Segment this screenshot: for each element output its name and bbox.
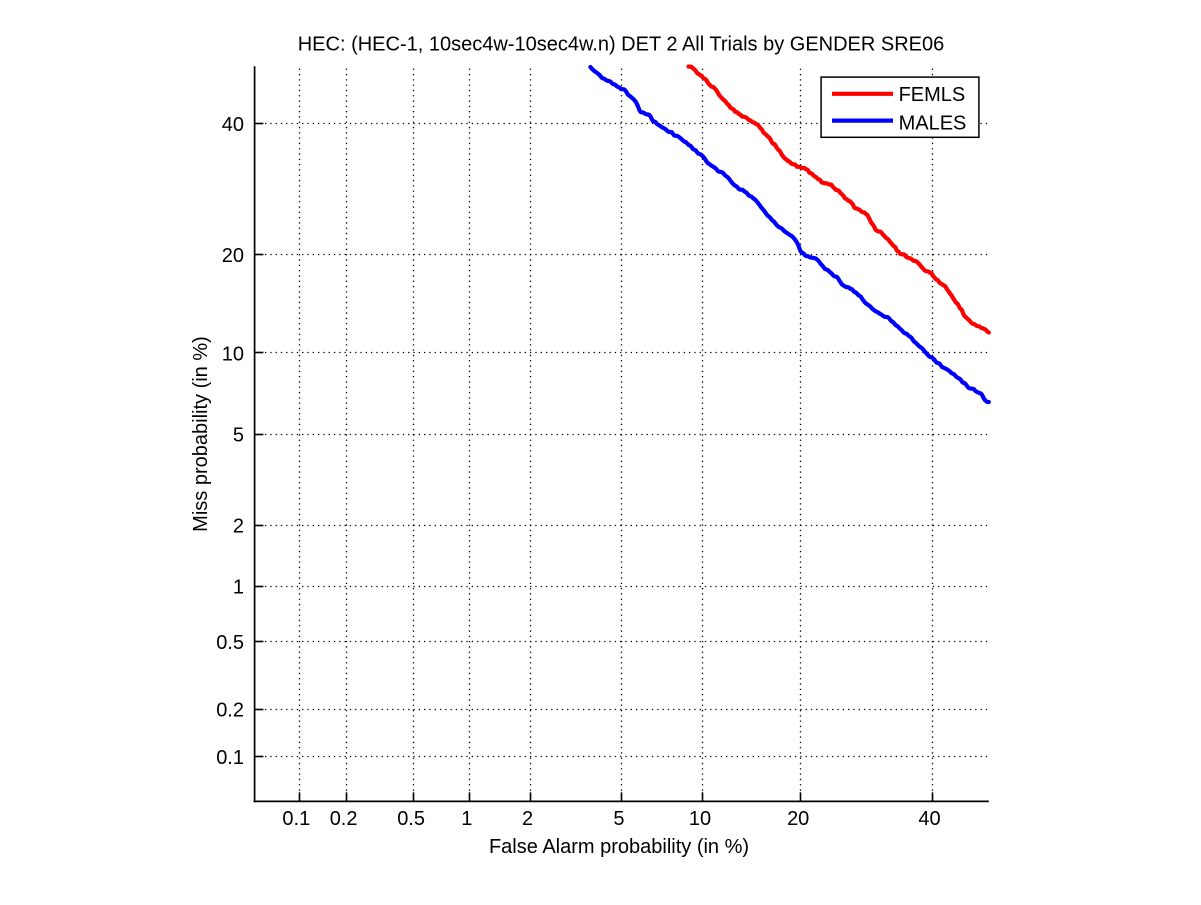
- svg-text:0.1: 0.1: [216, 747, 244, 769]
- svg-text:10: 10: [689, 808, 711, 830]
- svg-text:MALES: MALES: [899, 113, 967, 135]
- svg-text:2: 2: [233, 516, 244, 538]
- svg-text:2: 2: [522, 808, 533, 830]
- svg-text:FEMLS: FEMLS: [899, 84, 966, 106]
- svg-text:1: 1: [461, 808, 472, 830]
- svg-text:5: 5: [233, 424, 244, 446]
- svg-text:40: 40: [918, 808, 940, 830]
- svg-text:20: 20: [222, 245, 244, 267]
- svg-text:0.5: 0.5: [397, 808, 425, 830]
- svg-text:False Alarm probability (in %): False Alarm probability (in %): [489, 836, 749, 858]
- svg-text:0.2: 0.2: [216, 700, 244, 722]
- svg-text:20: 20: [787, 808, 809, 830]
- svg-text:0.1: 0.1: [282, 808, 310, 830]
- svg-text:HEC: (HEC-1, 10sec4w-10sec4w.n: HEC: (HEC-1, 10sec4w-10sec4w.n) DET 2 Al…: [298, 34, 945, 56]
- svg-text:40: 40: [222, 114, 244, 136]
- svg-text:Miss probability (in %): Miss probability (in %): [190, 336, 212, 532]
- svg-text:10: 10: [222, 343, 244, 365]
- svg-text:5: 5: [613, 808, 624, 830]
- svg-text:0.2: 0.2: [330, 808, 358, 830]
- svg-text:1: 1: [233, 576, 244, 598]
- svg-text:0.5: 0.5: [216, 632, 244, 654]
